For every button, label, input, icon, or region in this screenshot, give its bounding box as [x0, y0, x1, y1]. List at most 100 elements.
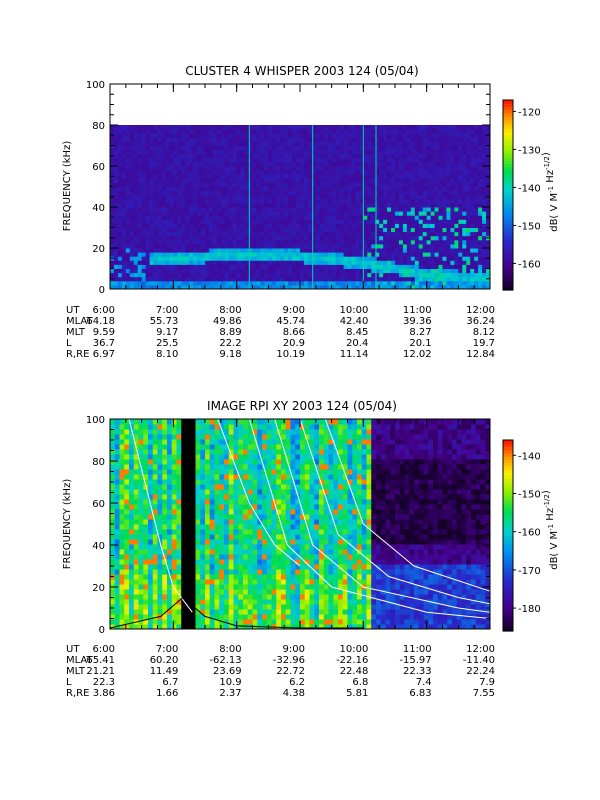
spectrogram-cell: [113, 252, 119, 257]
spectrogram-cell: [442, 190, 447, 196]
spectrogram-cell: [387, 170, 392, 175]
spectrogram-cell: [296, 219, 301, 224]
spectrogram-cell: [307, 256, 313, 261]
spectrogram-cell: [280, 256, 285, 261]
spectrogram-cell: [339, 260, 345, 265]
spectrogram-cell: [137, 161, 143, 167]
spectrogram-cell: [430, 194, 436, 200]
spectrogram-cell: [398, 178, 404, 183]
spectrogram-cell: [162, 484, 168, 490]
spectrogram-cell: [284, 190, 289, 196]
spectrogram-cell: [315, 182, 321, 187]
spectrogram-cell: [161, 133, 166, 138]
spectrogram-cell: [185, 268, 190, 274]
spectrogram-cell: [383, 219, 388, 224]
spectrogram-cell: [141, 182, 147, 187]
spectrogram-cell: [367, 186, 372, 192]
spectrogram-cell: [113, 194, 119, 200]
spectrogram-cell: [450, 170, 455, 175]
spectrogram-cell: [185, 198, 190, 204]
spectrogram-cell: [351, 137, 356, 142]
spectrogram-cell: [339, 272, 345, 278]
spectrogram-cell: [395, 235, 400, 241]
spectrogram-cell: [200, 484, 206, 490]
spectrogram-cell: [173, 178, 178, 183]
spectrogram-cell: [189, 141, 194, 146]
spectrogram-cell: [264, 231, 269, 237]
spectrogram-cell: [185, 260, 190, 265]
spectrogram-cell: [248, 276, 253, 282]
spectrogram-cell: [129, 256, 135, 261]
spectrogram-cell: [148, 464, 154, 470]
spectrogram-cell: [149, 223, 155, 228]
spectrogram-cell: [478, 182, 483, 187]
spectrogram-cell: [426, 239, 432, 245]
spectrogram-cell: [171, 574, 177, 580]
spectrogram-cell: [133, 604, 139, 610]
spectrogram-cell: [371, 178, 376, 183]
spectrogram-cell: [201, 129, 206, 134]
spectrogram-cell: [236, 252, 242, 257]
spectrogram-cell: [248, 186, 253, 192]
spectrogram-cell: [143, 424, 149, 430]
spectrogram-cell: [205, 219, 210, 224]
spectrogram-cell: [141, 145, 147, 151]
spectrogram-cell: [339, 166, 345, 171]
spectrogram-cell: [195, 444, 201, 450]
spectrogram-cell: [430, 178, 436, 183]
spectrogram-cell: [200, 599, 206, 605]
spectrogram-cell: [307, 284, 313, 290]
spectrogram-cell: [117, 178, 123, 183]
spectrogram-cell: [129, 469, 135, 475]
spectrogram-cell: [167, 609, 173, 615]
spectrogram-cell: [133, 194, 139, 200]
spectrogram-cell: [152, 444, 158, 450]
spectrogram-cell: [315, 252, 321, 257]
spectrogram-cell: [205, 227, 210, 233]
spectrogram-cell: [280, 239, 285, 245]
spectrogram-cell: [167, 594, 173, 600]
spectrogram-cell: [161, 207, 166, 212]
spectrogram-cell: [162, 544, 168, 550]
spectrogram-cell: [133, 424, 139, 430]
spectrogram-cell: [331, 280, 337, 286]
spectrogram-cell: [414, 202, 420, 208]
spectrogram-cell: [137, 149, 143, 155]
spectrogram-cell: [117, 211, 123, 216]
spectrogram-cell: [228, 182, 234, 187]
spectrogram-cell: [162, 474, 168, 480]
spectrogram-cell: [173, 268, 178, 274]
spectrogram-cell: [177, 170, 182, 175]
spectrogram-cell: [181, 141, 186, 146]
spectrogram-cell: [426, 227, 432, 233]
spectrogram-cell: [119, 584, 125, 590]
spectrogram-cell: [189, 260, 194, 265]
spectrogram-cell: [143, 584, 149, 590]
spectrogram-cell: [371, 145, 376, 151]
spectrogram-cell: [193, 235, 198, 241]
spectrogram-cell: [228, 141, 234, 146]
spectrogram-cell: [138, 424, 144, 430]
spectrogram-cell: [212, 248, 218, 253]
spectrogram-cell: [171, 549, 177, 555]
spectrogram-cell: [236, 235, 242, 241]
spectrogram-cell: [398, 264, 404, 269]
spectrogram-cell: [212, 149, 218, 155]
spectrogram-cell: [244, 186, 250, 192]
spectrogram-cell: [276, 252, 281, 257]
spectrogram-cell: [363, 178, 368, 183]
spectrogram-cell: [272, 248, 277, 253]
spectrogram-cell: [216, 215, 222, 220]
spectrogram-cell: [347, 202, 352, 208]
spectrogram-cell: [205, 619, 211, 625]
spectrogram-cell: [466, 137, 471, 142]
spectrogram-cell: [351, 284, 356, 290]
spectrogram-cell: [284, 272, 289, 278]
spectrogram-cell: [454, 125, 459, 130]
spectrogram-cell: [260, 170, 265, 175]
spectrogram-cell: [248, 243, 253, 249]
spectrogram-cell: [216, 153, 222, 159]
spectrogram-cell: [205, 166, 210, 171]
spectrogram-cell: [212, 174, 218, 179]
spectrogram-cell: [133, 434, 139, 440]
